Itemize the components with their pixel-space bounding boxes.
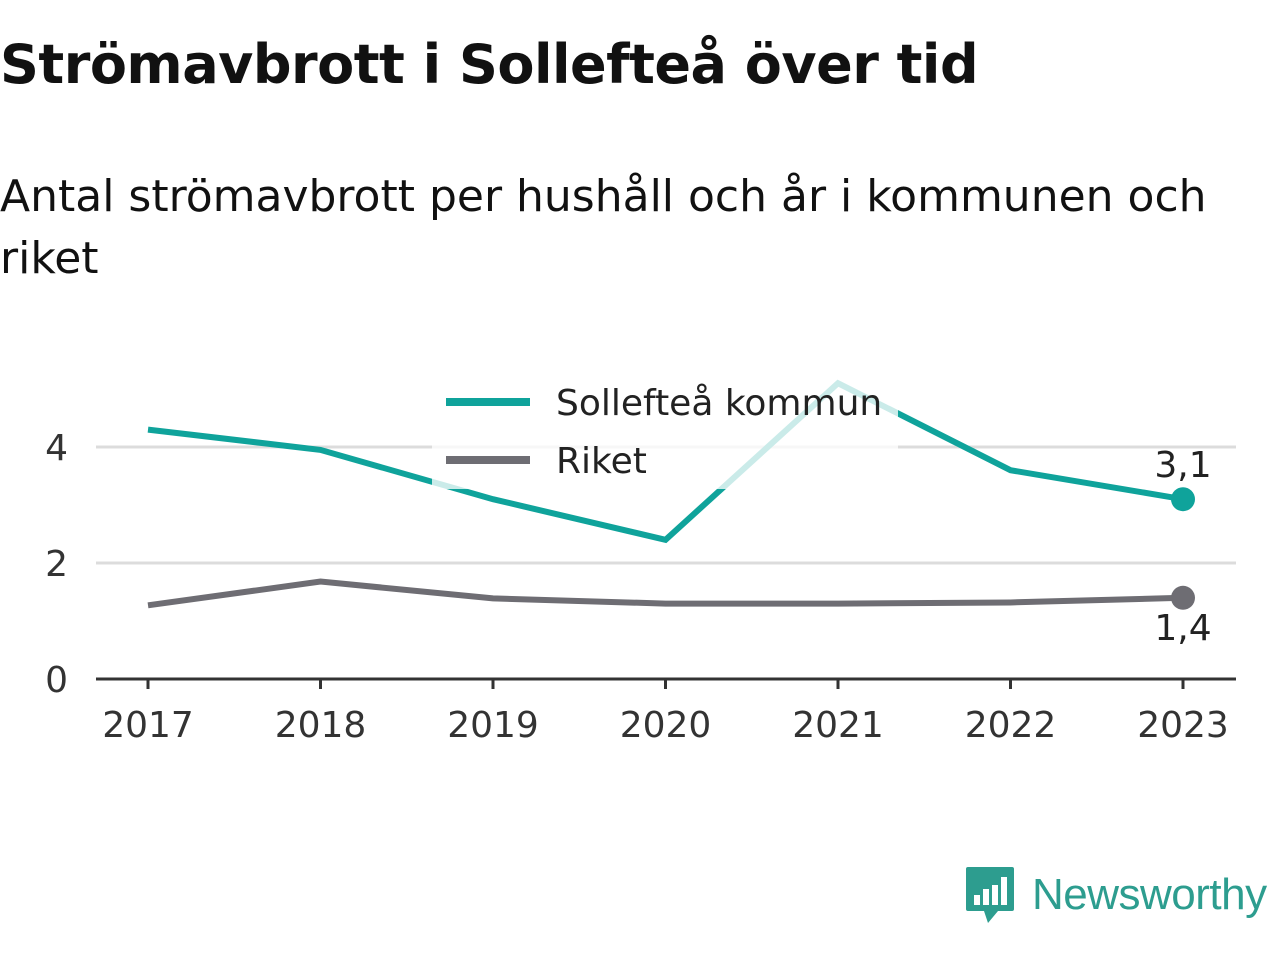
end-point (1171, 487, 1195, 512)
legend-label: Sollefteå kommun (556, 383, 882, 424)
x-tick-label: 2017 (102, 705, 194, 746)
end-labels: 3,1 1,4 (1154, 445, 1211, 649)
series-line (147, 578, 1184, 609)
y-axis-ticks: 0 2 4 (45, 428, 68, 701)
newsworthy-brand: Newsworthy (964, 864, 1267, 926)
legend-background (432, 373, 898, 489)
chart-title: Strömavbrott i Sollefteå över tid (0, 33, 979, 96)
x-tick-label: 2020 (620, 705, 712, 746)
x-tick-label: 2021 (792, 705, 884, 746)
y-tick-label: 0 (45, 660, 68, 701)
x-tick-label: 2022 (965, 705, 1057, 746)
x-axis-ticks: 2017 2018 2019 2020 2021 2022 2023 (102, 679, 1229, 746)
data-label: 1,4 (1154, 608, 1211, 649)
brand-name: Newsworthy (1032, 870, 1267, 919)
data-label: 3,1 (1154, 445, 1211, 486)
legend-label: Riket (556, 441, 647, 482)
end-point (1171, 585, 1195, 610)
y-tick-label: 2 (45, 544, 68, 585)
x-tick-label: 2019 (447, 705, 539, 746)
y-tick-label: 4 (45, 428, 68, 469)
x-tick-label: 2023 (1137, 705, 1229, 746)
newsworthy-logo-icon (966, 867, 1014, 923)
series-line (147, 379, 1184, 544)
x-tick-label: 2018 (275, 705, 367, 746)
legend: Sollefteå kommun Riket (432, 373, 898, 489)
series-lines (147, 379, 1195, 610)
chart-subtitle: Antal strömavbrott per hushåll och år i … (0, 171, 1207, 284)
